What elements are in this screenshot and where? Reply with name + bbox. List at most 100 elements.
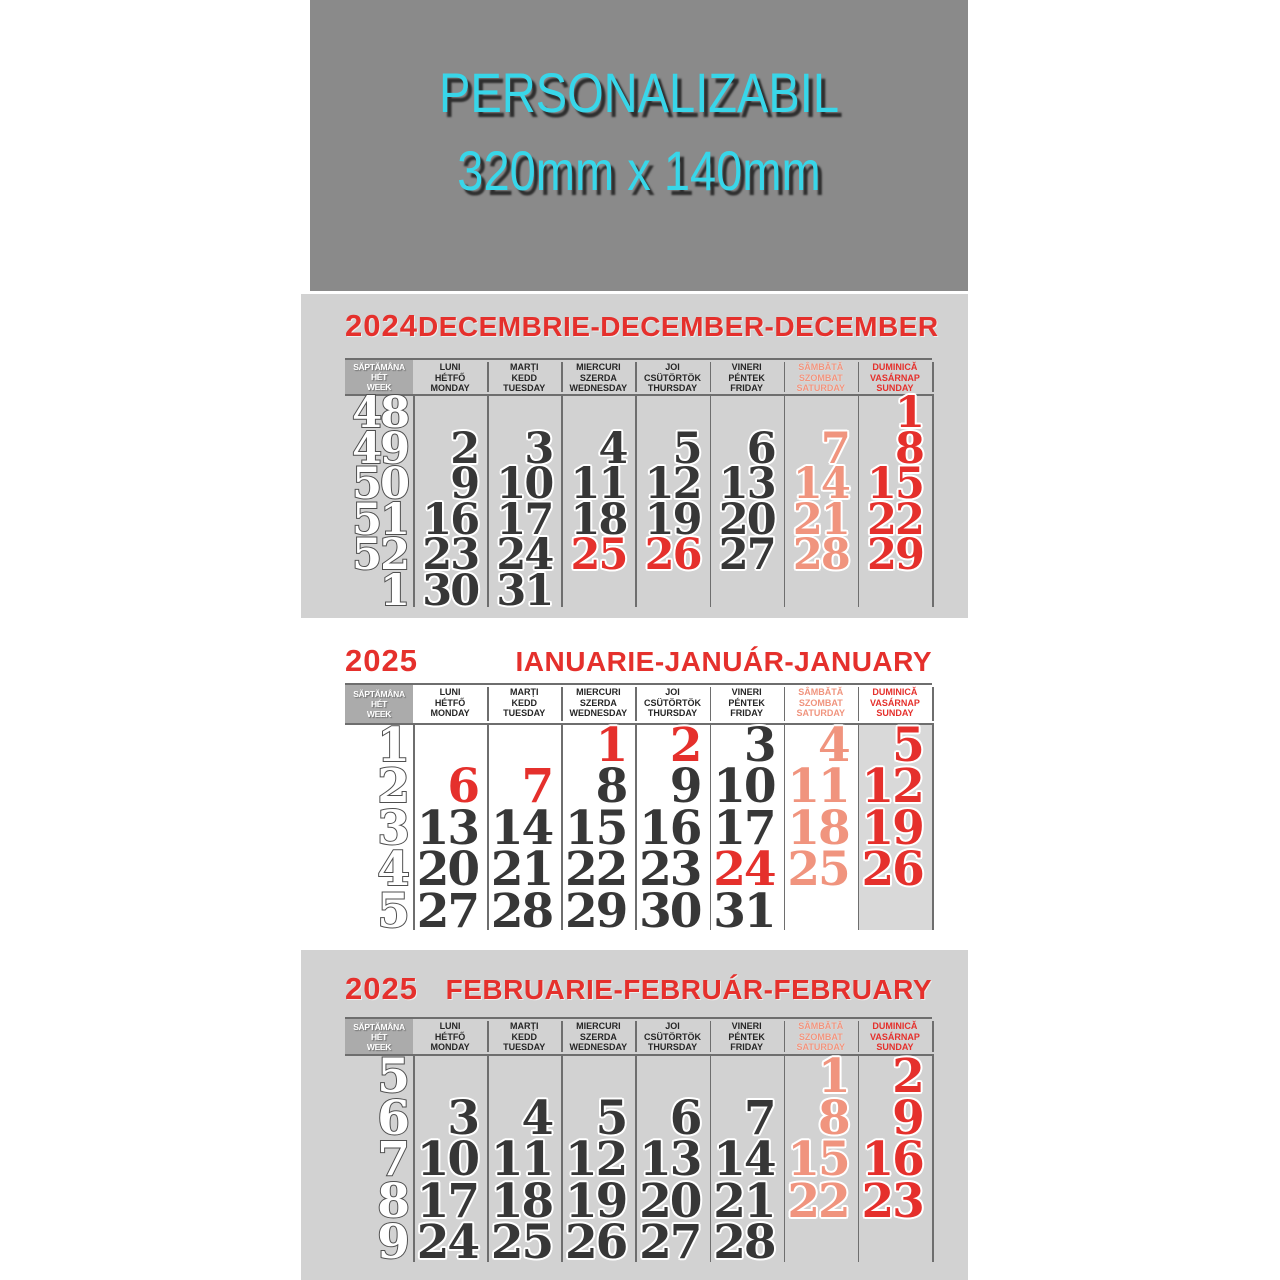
- header-top-rule: [345, 683, 932, 685]
- week-row: 5 27 28 29 30 31: [345, 883, 932, 939]
- week-number: 49: [351, 423, 411, 474]
- month-panel-january-2025: 2025 IANUARIE-JANUÁR-JANUARY SĂPTĂMÂNA HÉT W…: [301, 630, 968, 939]
- date-cell: 5: [672, 423, 703, 474]
- day-header-line: PÉNTEK: [728, 372, 765, 383]
- date-cell: 27: [416, 883, 480, 939]
- header-column-divider: [932, 362, 934, 392]
- week-header-line: WEEK: [366, 382, 392, 392]
- column-divider: [561, 394, 563, 607]
- date-cell: 10: [713, 759, 776, 815]
- sunday-column-shade: [857, 723, 932, 930]
- date-cell: 25: [490, 1215, 554, 1271]
- day-header-cell-thursday: JOI CSÜTÖRTÖK THURSDAY: [635, 1021, 709, 1053]
- day-header-cell-sunday: DUMINICĂ VASÁRNAP SUNDAY: [858, 687, 932, 719]
- date-cell: 9: [450, 459, 480, 509]
- date-cell: 7: [820, 423, 851, 474]
- date-cell: [487, 1054, 561, 1096]
- date-cell: 11: [787, 759, 850, 815]
- week-number: 2: [376, 759, 411, 815]
- day-header-line: TUESDAY: [503, 708, 546, 718]
- date-cell: 4: [818, 718, 851, 773]
- date-cell: 21: [490, 842, 554, 898]
- day-header-line: MONDAY: [430, 1042, 470, 1052]
- date-cell: 13: [416, 800, 480, 856]
- day-header-line: VASÁRNAP: [869, 1031, 920, 1042]
- header-column-divider: [857, 687, 860, 721]
- date-cell: 26: [861, 842, 924, 898]
- day-header-line: SZERDA: [579, 1031, 617, 1042]
- date-cell: 14: [713, 1132, 776, 1188]
- date-cell: 9: [669, 759, 703, 815]
- date-cell: 23: [639, 842, 702, 898]
- date-cell: 19: [861, 800, 924, 856]
- day-header-line: SATURDAY: [796, 383, 846, 393]
- date-cell: [635, 1054, 709, 1096]
- date-cell: [413, 723, 487, 764]
- date-cell: [561, 1054, 635, 1096]
- date-cell: 28: [490, 883, 554, 939]
- date-cell: 1: [818, 1049, 851, 1104]
- week-header-line: SĂPTĂMÂNA: [353, 362, 405, 372]
- date-cell: 1: [894, 388, 925, 438]
- day-header-cell-sunday: DUMINICĂ VASÁRNAP SUNDAY: [858, 1021, 932, 1053]
- day-header-cell-saturday: SÂMBĂTĂ SZOMBAT SATURDAY: [784, 362, 858, 394]
- day-header-cell-friday: VINERI PÉNTEK FRIDAY: [710, 362, 784, 394]
- panel-title-row: 2025 FEBRUARIE-FEBRUÁR-FEBRUARY: [345, 971, 932, 1007]
- date-cell: [710, 1054, 784, 1096]
- day-header-line: HÉTFŐ: [434, 1031, 466, 1042]
- date-cell: 20: [416, 842, 480, 898]
- header-column-divider: [635, 362, 637, 392]
- date-cell: [784, 889, 858, 930]
- date-cell: 21: [713, 1173, 776, 1229]
- column-divider: [413, 394, 415, 607]
- date-cell: [710, 572, 784, 608]
- date-cell: 9: [892, 1090, 925, 1146]
- day-header-cell-tuesday: MARȚI KEDD TUESDAY: [487, 362, 561, 394]
- day-header-line: MONDAY: [430, 708, 470, 718]
- date-cell: 18: [490, 1173, 554, 1229]
- day-header-line: PÉNTEK: [728, 697, 765, 708]
- panel-title-row: 2025 IANUARIE-JANUÁR-JANUARY: [345, 643, 932, 679]
- header-column-divider: [857, 362, 860, 392]
- day-header-line: THURSDAY: [647, 1042, 698, 1052]
- date-cell: 19: [644, 494, 703, 545]
- week-number: 4: [376, 842, 411, 898]
- day-header-line: LUNI: [439, 362, 461, 372]
- date-cell: 13: [639, 1132, 702, 1188]
- day-header-line: FRIDAY: [730, 708, 763, 718]
- day-header-line: TUESDAY: [503, 1042, 546, 1052]
- column-divider: [561, 1054, 563, 1262]
- day-header-line: MARȚI: [509, 687, 539, 697]
- date-cell: 28: [792, 530, 851, 580]
- date-cell: 12: [861, 759, 924, 815]
- week-number: 51: [351, 494, 411, 545]
- date-cell: 17: [496, 494, 554, 545]
- day-header-cell-sunday: DUMINICĂ VASÁRNAP SUNDAY: [858, 362, 932, 394]
- day-header-cell-tuesday: MARȚI KEDD TUESDAY: [487, 1021, 561, 1053]
- day-header-line: WEDNESDAY: [569, 708, 628, 718]
- date-cell: 25: [787, 842, 850, 898]
- date-cell: 24: [496, 530, 554, 580]
- date-cell: 12: [644, 459, 703, 509]
- date-cell: 1: [595, 718, 629, 773]
- week-row: 51 16 17 18 19 20 21 22: [345, 494, 932, 545]
- column-divider: [857, 723, 860, 930]
- day-header-line: SÂMBĂTĂ: [798, 362, 844, 372]
- day-header-line: KEDD: [511, 372, 537, 383]
- date-cell: 16: [861, 1132, 924, 1188]
- week-number: 1: [379, 565, 411, 616]
- header-top-rule: [345, 358, 932, 360]
- month-title: FEBRUARIE-FEBRUÁR-FEBRUARY: [445, 974, 932, 1005]
- day-header-line: SZERDA: [579, 372, 617, 383]
- column-divider: [932, 1054, 934, 1262]
- header-column-divider: [635, 1021, 637, 1052]
- day-header-line: VINERI: [731, 1021, 762, 1031]
- date-cell: 3: [743, 718, 777, 773]
- day-header-line: KEDD: [511, 1031, 537, 1042]
- week-row: 3 13 14 15 16 17 18 19: [345, 800, 932, 856]
- day-header-line: MIERCURI: [576, 687, 621, 697]
- column-divider: [413, 1054, 415, 1262]
- date-cell: 5: [892, 718, 925, 773]
